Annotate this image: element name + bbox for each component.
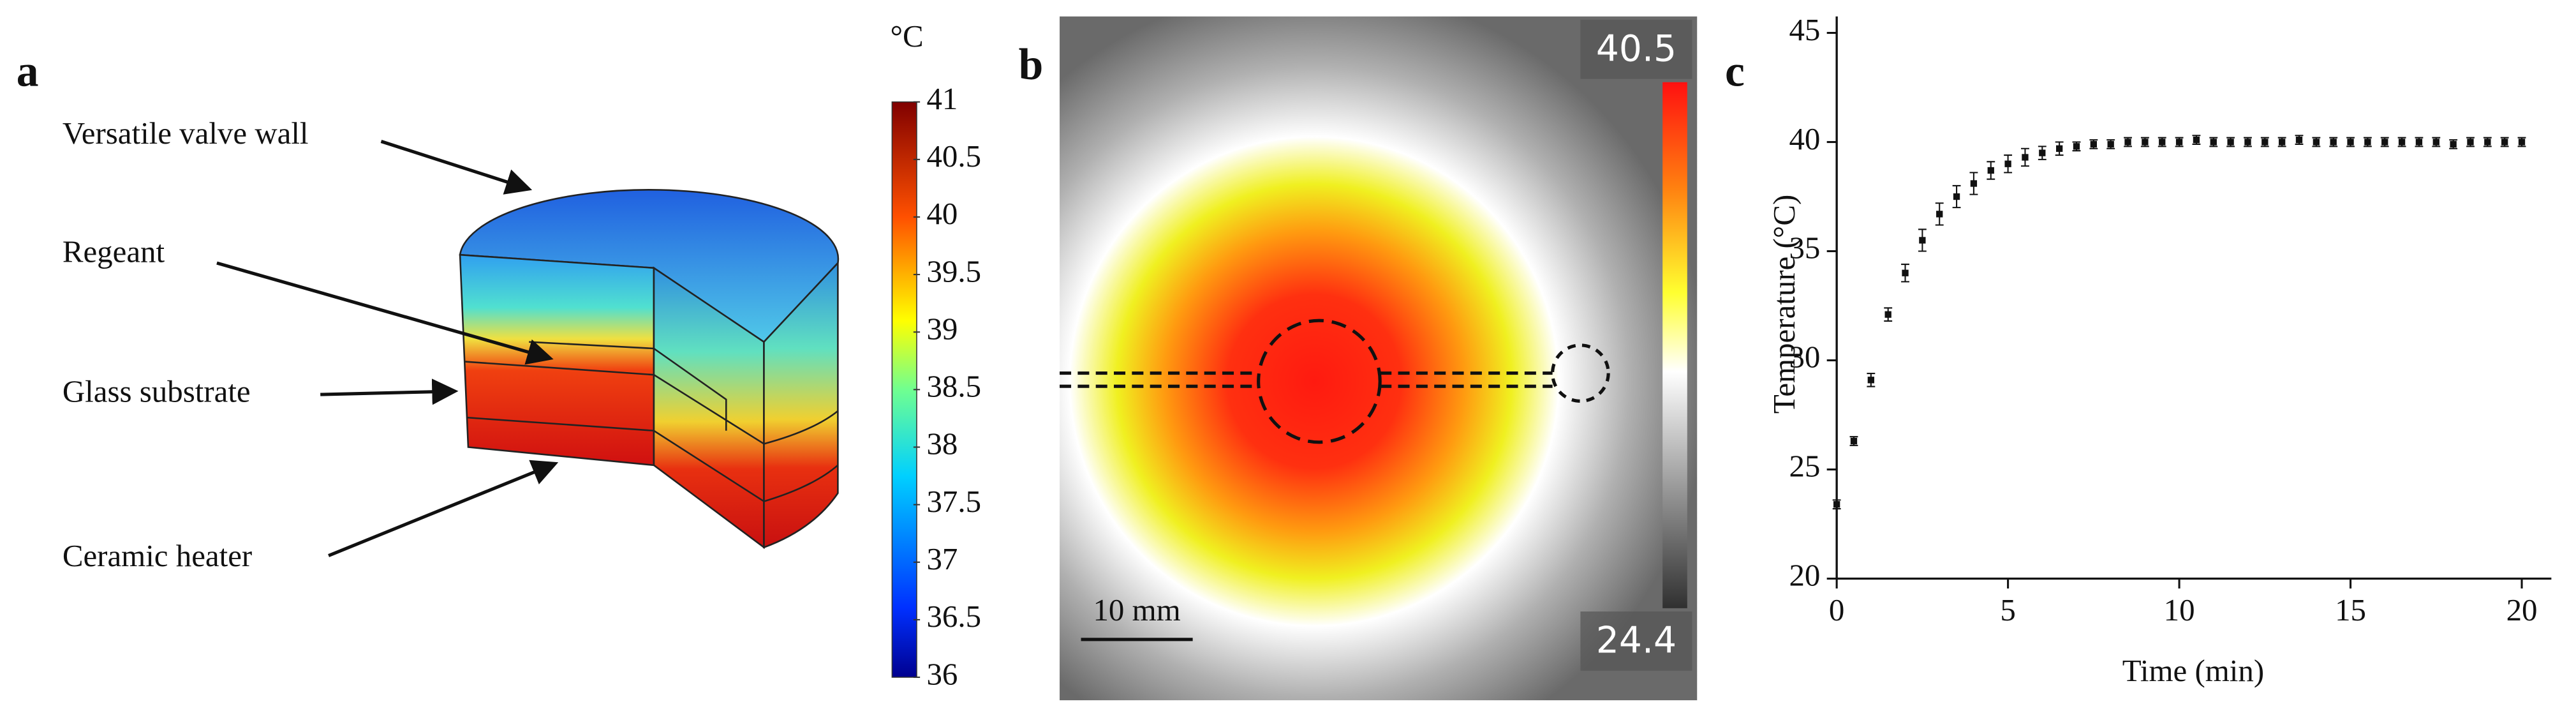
- colorbar-tick-label: 40: [926, 196, 958, 231]
- colorbar-tick-label: 40.5: [926, 139, 981, 174]
- layer-lines: [464, 341, 839, 502]
- x-tick-label: 20: [2506, 592, 2538, 627]
- y-axis-label: Temperature (°C): [1766, 195, 1802, 414]
- point: [2484, 139, 2491, 146]
- point: [2022, 154, 2029, 161]
- dashed-circle: [1257, 319, 1382, 444]
- colorbar-ticks: 36 36.5 37 37.5 38 38.5 39 39.5 40 40.5 41: [913, 81, 981, 691]
- panel-b: b 40.5 24.4 10 mm: [1019, 16, 1698, 701]
- point: [2501, 139, 2508, 146]
- colorbar-tick-label: 38: [926, 426, 958, 461]
- colorbar-max: 40.5: [1596, 27, 1677, 70]
- label: Versatile valve wall: [63, 116, 309, 151]
- thermal-image: [1060, 16, 1698, 701]
- point: [2107, 140, 2114, 148]
- point: [2432, 139, 2439, 146]
- point: [2261, 139, 2269, 146]
- panel-letter: c: [1725, 47, 1745, 96]
- arrow: [320, 379, 459, 405]
- point: [2004, 160, 2011, 167]
- point: [2124, 139, 2131, 146]
- point: [2347, 139, 2354, 146]
- colorbar-tick-label: 41: [926, 81, 958, 116]
- point: [2039, 149, 2046, 156]
- outer-face: [763, 260, 839, 549]
- label-box: [1580, 611, 1692, 671]
- point: [2227, 139, 2234, 146]
- point: [2073, 143, 2080, 150]
- colorbar-tick-label: 38.5: [926, 369, 981, 404]
- colorbar-tick-label: 37.5: [926, 484, 981, 519]
- colorbar-tick-label: 39.5: [926, 253, 981, 289]
- y-tick-label: 45: [1789, 12, 1820, 47]
- colorbar: [891, 101, 917, 678]
- dashed-circle: [1551, 343, 1610, 403]
- point: [2055, 145, 2063, 152]
- y-tick-label: 30: [1789, 340, 1820, 375]
- colorbar-tick-label: 36.5: [926, 599, 981, 634]
- point: [1987, 167, 1994, 174]
- point: [2415, 139, 2423, 146]
- arrow: [380, 140, 533, 195]
- colorbar-min: 24.4: [1596, 620, 1677, 662]
- point: [1850, 437, 1858, 445]
- label: Glass substrate: [63, 373, 251, 409]
- point: [2090, 140, 2097, 148]
- colorbar: [1662, 82, 1687, 608]
- colorbar-unit: °C: [890, 19, 923, 54]
- x-tick-label: 0: [1829, 592, 1844, 627]
- point: [2450, 140, 2457, 148]
- point: [2210, 139, 2217, 146]
- point: [2175, 139, 2183, 146]
- point: [1970, 180, 1978, 187]
- point: [2467, 139, 2474, 146]
- y-tick-label: 35: [1789, 230, 1820, 266]
- point: [1902, 269, 1909, 276]
- point: [2330, 139, 2337, 146]
- point: [2159, 139, 2166, 146]
- x-axis-label: Time (min): [2122, 653, 2264, 688]
- point: [2398, 139, 2406, 146]
- point: [1867, 377, 1874, 384]
- point: [1833, 501, 1840, 508]
- point: [2244, 139, 2251, 146]
- panel-letter: b: [1019, 40, 1044, 89]
- point: [2295, 136, 2303, 144]
- point: [2193, 136, 2200, 144]
- scale-bar-label: 10 mm: [1093, 592, 1180, 627]
- point: [2313, 139, 2320, 146]
- point: [2364, 139, 2371, 146]
- dashed-channel: [1060, 371, 1553, 388]
- panel-a: a Versatile valve wall Regeant Glass sub…: [17, 19, 981, 691]
- y-tick-label: 40: [1789, 121, 1820, 156]
- colorbar-tick-label: 39: [926, 311, 958, 346]
- y-tick-label: 25: [1789, 449, 1820, 484]
- arrow: [216, 261, 554, 365]
- panel-c: c Time (min) Temperature (°C) 0 5 10 15 20 20…: [1725, 12, 2552, 688]
- point: [1953, 193, 1960, 200]
- label: Regeant: [63, 234, 165, 269]
- y-tick-label: 20: [1789, 558, 1820, 593]
- cylinder-top: [459, 188, 840, 343]
- x-tick-label: 5: [2000, 592, 2015, 627]
- arrow: [328, 460, 559, 557]
- point: [2142, 139, 2149, 146]
- label-box: [1580, 19, 1692, 79]
- x-tick-label: 15: [2335, 592, 2366, 627]
- colorbar-tick-label: 36: [926, 656, 958, 691]
- x-tick-label: 10: [2164, 592, 2195, 627]
- point: [1919, 237, 1926, 244]
- point: [2381, 139, 2388, 146]
- point: [2279, 139, 2286, 146]
- point: [1936, 211, 1943, 218]
- cut-face: [459, 253, 655, 467]
- label: Ceramic heater: [63, 538, 252, 573]
- point: [2518, 139, 2526, 146]
- panel-letter: a: [17, 47, 39, 96]
- point: [1884, 311, 1891, 318]
- colorbar-tick-label: 37: [926, 541, 958, 576]
